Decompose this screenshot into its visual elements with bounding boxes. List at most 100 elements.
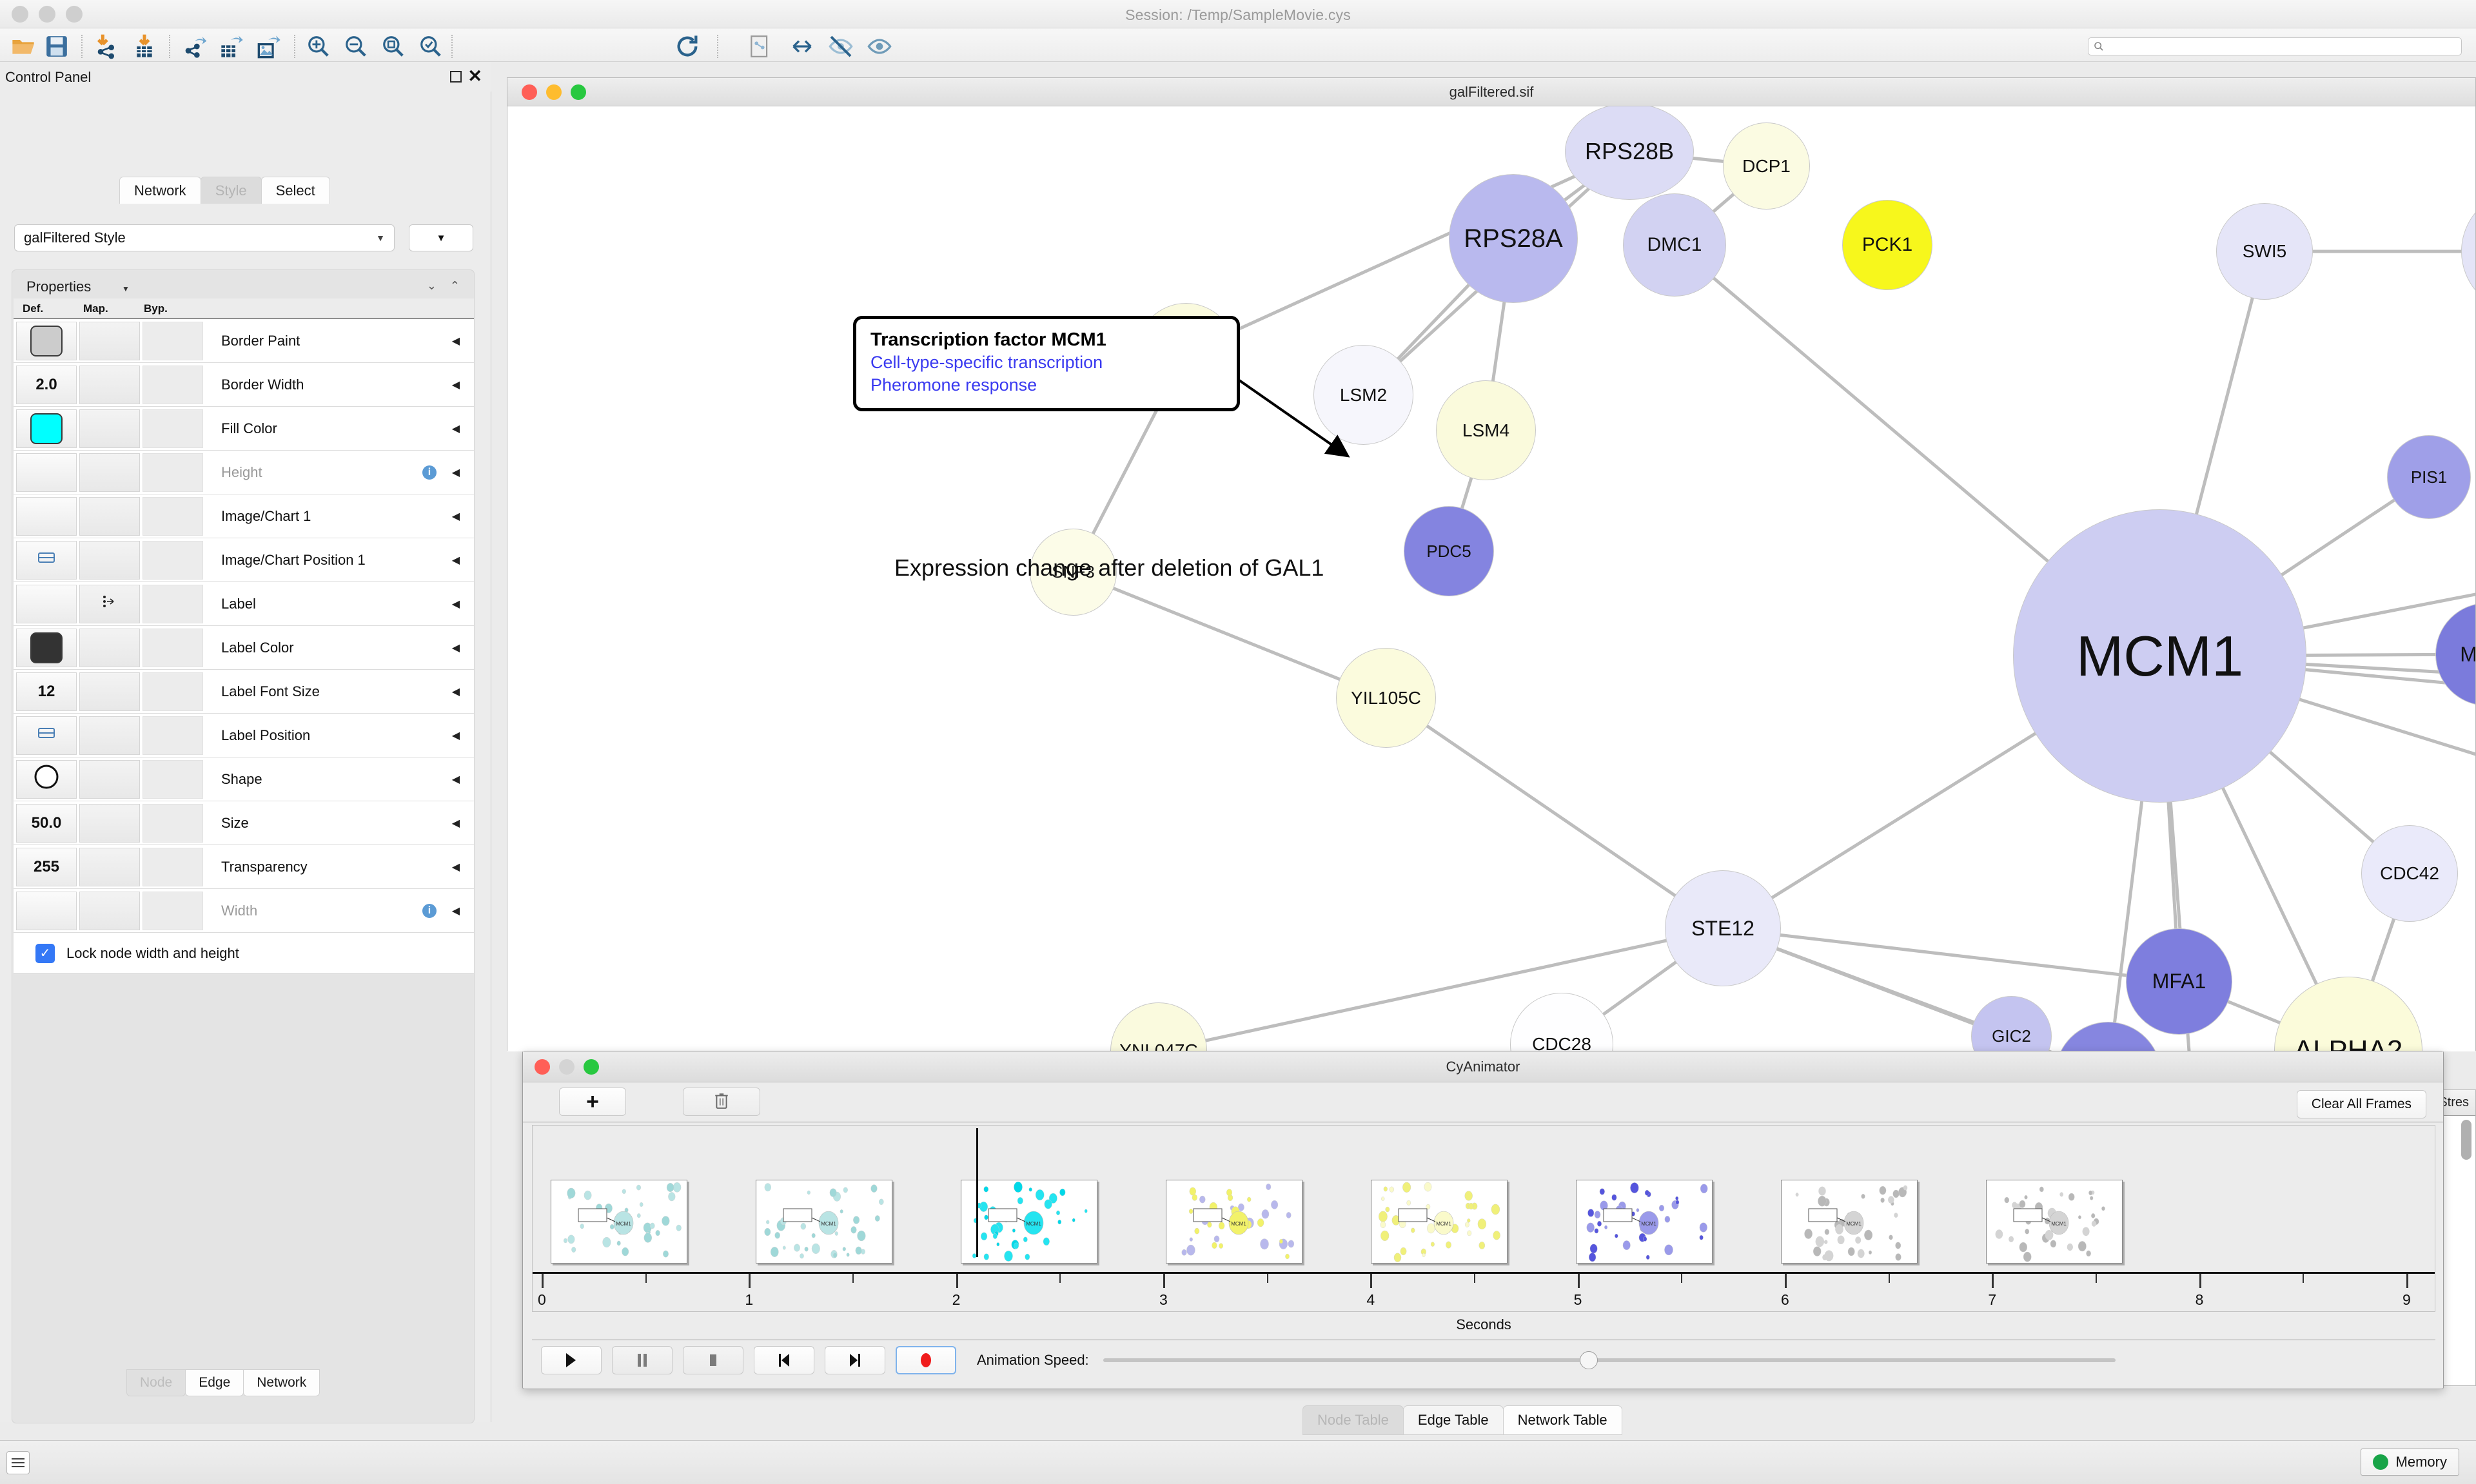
expand-property-icon[interactable]: ◀ [451,905,460,917]
property-mapping-cell[interactable] [79,759,140,799]
network-annotation[interactable]: Transcription factor MCM1 Cell-type-spec… [853,316,1240,412]
property-default-cell[interactable] [16,453,77,492]
zoom-network-window-button[interactable] [571,84,586,100]
property-row[interactable]: Shape ◀ [14,757,474,801]
property-bypass-cell[interactable] [142,891,203,930]
timeline-frame[interactable]: MCM1 [961,1180,1097,1264]
control-panel-tab-select[interactable]: Select [260,177,330,204]
table-scrollbar-thumb[interactable] [2461,1120,2471,1160]
style-options-menu-button[interactable]: ▼ [409,224,473,251]
network-node[interactable]: DMC1 [1623,193,1726,297]
property-default-cell[interactable] [16,409,77,448]
style-select-dropdown[interactable]: galFiltered Style ▼ [14,224,395,251]
property-row[interactable]: Fill Color ◀ [14,407,474,451]
property-mapping-cell[interactable] [79,891,140,930]
task-list-icon[interactable] [6,1451,30,1474]
network-node[interactable]: LSM2 [1313,345,1413,445]
control-panel-bottom-tab-network[interactable]: Network [243,1369,320,1396]
properties-menu-icon[interactable]: ▼ [122,284,130,293]
minimize-window-button[interactable] [39,6,55,23]
timeline-frame[interactable]: MCM1 [1781,1180,1918,1264]
pause-button[interactable] [612,1345,673,1374]
property-row[interactable]: Image/Chart Position 1 ◀ [14,538,474,582]
property-mapping-cell[interactable] [79,409,140,448]
property-default-cell[interactable]: 12 [16,672,77,711]
save-session-icon[interactable] [40,32,74,61]
zoom-out-icon[interactable] [339,32,373,61]
open-session-icon[interactable] [6,32,40,61]
collapse-all-icon[interactable]: ⌄ [426,279,437,292]
float-panel-button[interactable] [450,71,462,83]
skip-to-end-button[interactable] [825,1345,885,1374]
network-node[interactable]: RPS28A [1449,174,1578,303]
export-network-icon[interactable] [178,32,211,61]
property-bypass-cell[interactable] [142,584,203,623]
property-bypass-cell[interactable] [142,847,203,886]
property-mapping-cell[interactable] [79,540,140,580]
refresh-icon[interactable] [671,32,704,61]
export-image-icon[interactable] [253,32,286,61]
network-node[interactable]: MFA1 [2126,928,2232,1035]
property-mapping-cell[interactable] [79,584,140,623]
timeline-frame[interactable]: MCM1 [1166,1180,1302,1264]
property-bypass-cell[interactable] [142,365,203,404]
close-network-window-button[interactable] [522,84,537,100]
property-mapping-cell[interactable] [79,321,140,360]
property-default-cell[interactable]: 2.0 [16,365,77,404]
network-node[interactable]: PIS1 [2387,435,2471,519]
property-row[interactable]: Border Paint ◀ [14,319,474,363]
property-mapping-cell[interactable] [79,716,140,755]
window-traffic-lights[interactable] [12,6,83,23]
property-row[interactable]: Label ◀ [14,582,474,626]
property-mapping-cell[interactable] [79,847,140,886]
property-bypass-cell[interactable] [142,409,203,448]
property-row[interactable]: Label Color ◀ [14,626,474,670]
network-node[interactable]: SNF3 [1030,529,1117,616]
expand-property-icon[interactable]: ◀ [451,817,460,829]
network-node[interactable]: CDC42 [2361,825,2458,922]
property-default-cell[interactable]: 50.0 [16,803,77,843]
timeline-frame[interactable]: MCM1 [1371,1180,1508,1264]
property-default-cell[interactable] [16,540,77,580]
expand-property-icon[interactable]: ◀ [451,598,460,610]
expand-property-icon[interactable]: ◀ [451,642,460,654]
expand-property-icon[interactable]: ◀ [451,335,460,347]
cyanimator-traffic-lights[interactable] [535,1059,599,1075]
network-node[interactable]: RPS28B [1565,106,1694,200]
property-bypass-cell[interactable] [142,803,203,843]
memory-status-button[interactable]: Memory [2360,1449,2459,1476]
property-row[interactable]: Width i ◀ [14,889,474,933]
property-mapping-cell[interactable] [79,803,140,843]
property-bypass-cell[interactable] [142,453,203,492]
delete-frame-button[interactable] [683,1088,760,1116]
property-row[interactable]: Height i ◀ [14,451,474,494]
search-input[interactable] [2088,37,2462,55]
property-default-cell[interactable] [16,759,77,799]
zoom-in-icon[interactable] [302,32,335,61]
minimize-cyanimator-button[interactable] [559,1059,575,1075]
expand-property-icon[interactable]: ◀ [451,686,460,698]
property-row[interactable]: 2.0 Border Width ◀ [14,363,474,407]
property-bypass-cell[interactable] [142,716,203,755]
expand-property-icon[interactable]: ◀ [451,730,460,741]
property-default-cell[interactable] [16,628,77,667]
add-frame-button[interactable]: + [559,1088,626,1116]
property-row[interactable]: 12 Label Font Size ◀ [14,670,474,714]
network-node[interactable]: LSM4 [1436,380,1536,480]
import-network-icon[interactable] [90,32,124,61]
lock-width-height-row[interactable]: ✓ Lock node width and height [14,933,474,974]
property-default-cell[interactable] [16,716,77,755]
timeline-frame[interactable]: MCM1 [1986,1180,2123,1264]
cyanimator-timeline[interactable]: MCM1 MCM1 MCM1 MCM1 MCM1 MCM1 MCM1 MCM1 0 1 2 3 4 5 6… [532,1125,2435,1333]
record-button[interactable] [896,1345,956,1374]
expand-property-icon[interactable]: ◀ [451,511,460,522]
network-node[interactable]: PCK1 [1842,200,1932,290]
zoom-selected-icon[interactable] [414,32,447,61]
clear-all-frames-button[interactable]: Clear All Frames [2296,1090,2426,1118]
info-icon[interactable]: i [422,465,437,480]
expand-property-icon[interactable]: ◀ [451,467,460,478]
close-cyanimator-button[interactable] [535,1059,550,1075]
close-window-button[interactable] [12,6,28,23]
property-mapping-cell[interactable] [79,365,140,404]
info-icon[interactable]: i [422,903,437,918]
